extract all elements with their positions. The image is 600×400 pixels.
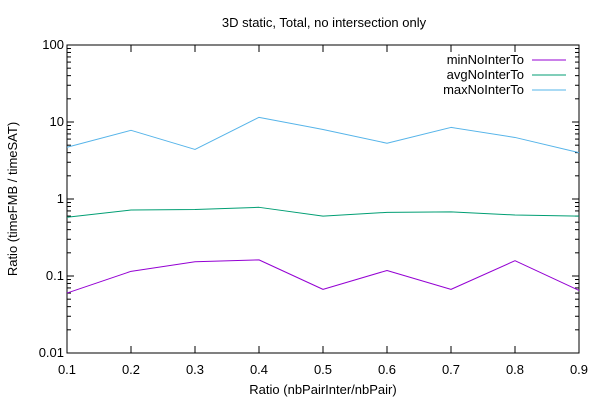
y-axis-label: Ratio (timeFMB / timeSAT): [5, 122, 20, 276]
y-tick-label: 100: [42, 37, 64, 52]
x-tick-label: 0.9: [570, 362, 588, 377]
series-lines: [66, 116, 580, 294]
x-tick-label: 0.7: [442, 362, 460, 377]
y-tick-label: 1: [57, 191, 64, 206]
chart-title: 3D static, Total, no intersection only: [222, 15, 427, 30]
x-tick-label: 0.2: [122, 362, 140, 377]
x-tick-label: 0.3: [186, 362, 204, 377]
x-axis-label: Ratio (nbPairInter/nbPair): [249, 382, 396, 397]
y-tick-label: 0.01: [39, 345, 64, 360]
x-tick-label: 0.1: [58, 362, 76, 377]
legend-label-avgNoInterTo: avgNoInterTo: [447, 67, 524, 82]
x-tick-label: 0.8: [506, 362, 524, 377]
series-line-maxNoInterTo: [66, 116, 580, 154]
y-tick-label: 10: [50, 114, 64, 129]
x-tick-label: 0.5: [314, 362, 332, 377]
legend-label-minNoInterTo: minNoInterTo: [447, 52, 524, 67]
legend-label-maxNoInterTo: maxNoInterTo: [443, 82, 524, 97]
y-axis: 0.01 0.1 1 10 100: [39, 37, 579, 360]
series-line-avgNoInterTo: [66, 206, 580, 218]
x-axis: 0.1 0.2 0.3 0.4 0.5 0.6 0.7 0.8 0.9: [58, 45, 588, 377]
x-tick-label: 0.6: [378, 362, 396, 377]
x-tick-label: 0.4: [250, 362, 268, 377]
series-line-minNoInterTo: [66, 259, 580, 294]
y-tick-label: 0.1: [46, 268, 64, 283]
